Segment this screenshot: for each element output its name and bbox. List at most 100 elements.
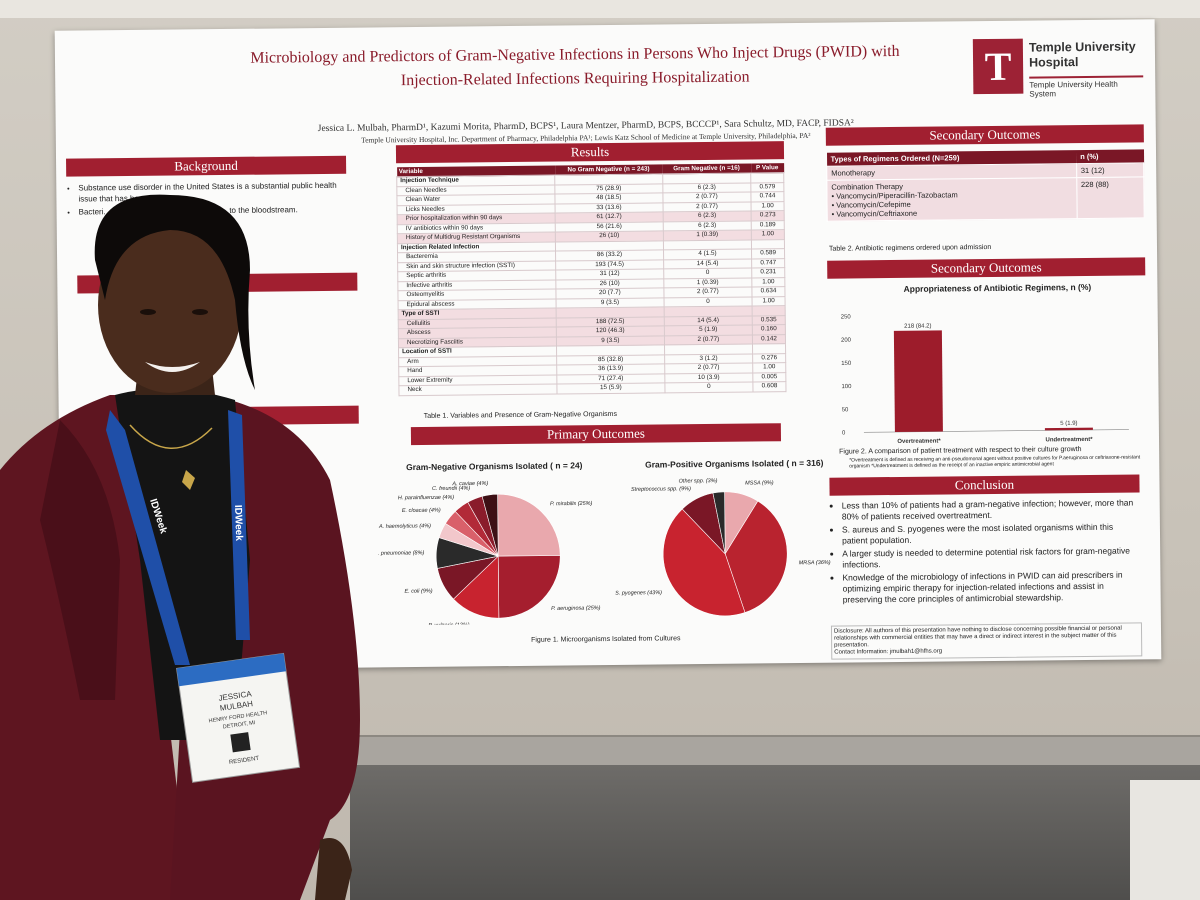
row-p-value: 0.589 [751,248,785,259]
secondary-outcomes-heading-1: Secondary Outcomes [825,124,1144,146]
row-p-value: 0.276 [752,353,786,363]
figure1-caption: Figure 1. Microorganisms Isolated from C… [531,635,681,644]
logo-name: Temple University Hospital [1028,39,1136,70]
row-p-value [752,305,786,316]
secondary-outcomes-heading-2: Secondary Outcomes [827,257,1146,279]
pie-slice [724,500,788,613]
bar [1044,427,1093,431]
logo-mark: T [972,38,1024,95]
pie-slice-label: H. parainfluenzae (4%) [398,495,454,502]
pie-slice-label: E. coli (9%) [404,588,432,594]
row-p-value: 0.634 [751,286,785,297]
background-bullet-1: Substance use disorder in the United Sta… [78,180,356,205]
background-heading: Background [66,155,347,177]
bar-data-label: 218 (84.2) [904,323,931,329]
regimens-table: Types of Regimens Ordered (N=259) n (%) … [826,149,1145,222]
row-p-value [752,343,786,354]
conclusion-bullet-4: Knowledge of the microbiology of infecti… [842,569,1135,605]
results-table: Variable No Gram Negative (n = 243) Gram… [396,163,786,396]
category-label: Overtreatment* [897,439,941,445]
gram-positive-chart-title: Gram-Positive Organisms Isolated ( n = 3… [645,457,824,470]
pie-slice [497,493,561,557]
category-label: Undertreatment* [1045,437,1093,443]
methods-heading: Methods [78,405,359,427]
y-tick-label: 100 [841,384,852,390]
row-p-value: 1.00 [752,296,786,306]
ceiling-trim [0,0,1200,18]
row-p-value: 0.231 [751,267,785,278]
pie-slice [662,508,746,617]
pie-slice-label: A. haemolyticus (4%) [378,523,431,530]
pie-slice-label: S. pyogenes (43%) [615,590,662,596]
row-p-value: 0.160 [752,324,786,335]
research-poster: Microbiology and Predictors of Gram-Nega… [54,19,1162,671]
y-tick-label: 50 [842,407,849,413]
row-p-value: 0.744 [750,191,785,202]
pie-slice [712,491,726,554]
temple-logo: T Temple University Hospital Temple Univ… [972,37,1144,99]
appropriateness-bar-chart: 0 50 100 150 200 250 218 (84.2) Overtreatment* 5… [841,314,1129,445]
col-p-value: P Value [750,163,784,173]
row-p-value: 1.00 [752,362,786,373]
pie-slice-label: P. vulgaris (13%) [428,622,469,625]
pie-slice-label: K. pneumoniae (8%) [377,550,424,557]
table1-caption: Table 1. Variables and Presence of Gram-… [423,410,618,420]
results-heading: Results [395,141,785,164]
pie-slice [481,493,499,557]
row-p-value: 0.005 [752,372,786,382]
row-variable: Neck [398,384,558,396]
row-p-value: 0.273 [751,210,785,221]
combination-cell: Combination Therapy • Vancomycin/Piperac… [826,177,1077,222]
bar [893,330,943,433]
purpose-heading-bar [77,272,358,294]
background-bullet-2: Bacteri... population result from the in… [79,204,357,218]
pie-slice-label: Streptococcus spp. (9%) [631,486,691,493]
pie-slice-label: A. caviae (4%) [451,481,488,487]
row-p-value: 0.189 [751,220,785,230]
combination-value: 228 (88) [1076,176,1145,219]
display-rail [350,735,1200,767]
conclusion-bullet-1: Less than 10% of patients had a gram-neg… [842,497,1135,522]
poster-title: Microbiology and Predictors of Gram-Nega… [185,39,965,95]
y-tick-label: 200 [841,338,852,344]
conclusion-heading: Conclusion [829,474,1140,496]
y-tick-label: 150 [841,361,852,367]
pie-slice-label: Other spp. (3%) [679,478,718,484]
pie-slice-label: MRSA (36%) [799,560,831,566]
bar-data-label: 5 (1.9) [1060,421,1077,427]
row-p-value: 0.535 [752,315,786,325]
row-no-gram-negative: 15 (5.9) [557,382,665,394]
combo-item: • Vancomycin/Ceftriaxone [831,208,918,219]
background-text: Substance use disorder in the United Sta… [66,180,356,220]
figure2-notes: *Overtreatment is defined as receiving a… [849,454,1141,470]
gram-negative-pie-chart: P. mirabilis (25%) P. aeruginosa (25%) P. … [377,481,601,626]
table2-caption: Table 2. Antibiotic regimens ordered upo… [828,243,992,253]
row-p-value [751,239,785,249]
row-p-value: 0.747 [751,258,785,268]
pie-slice-label: MSSA (9%) [745,480,774,486]
row-p-value [750,172,784,183]
primary-outcomes-heading: Primary Outcomes [410,423,782,446]
y-tick-label: 0 [842,431,846,437]
row-p-value: 1.00 [751,277,785,287]
logo-system: Temple University Health System [1029,75,1144,99]
pie-slice-label: P. mirabilis (25%) [550,501,593,507]
gram-positive-pie-chart: MSSA (9%) MRSA (36%) S. pyogenes (43%) Stre… [615,478,831,617]
row-gram-negative: 0 [664,381,754,393]
row-p-value: 0.608 [752,381,786,392]
conclusion-bullet-2: S. aureus and S. pyogenes were the most … [842,521,1135,546]
monotherapy-value: 31 (12) [1076,162,1144,178]
gram-negative-chart-title: Gram-Negative Organisms Isolated ( n = 2… [405,460,583,473]
lightbox-panel [1130,780,1200,900]
regimens-n-header: n (%) [1076,149,1144,164]
pie-slice [497,555,561,619]
pie-slice-label: E. cloacae (4%) [402,508,441,514]
row-p-value: 0.142 [752,334,786,344]
combo-item-3: Vancomycin/Ceftriaxone [836,208,918,219]
pie-slice-label: P. aeruginosa (25%) [551,605,601,612]
conclusion-text: Less than 10% of patients had a gram-neg… [830,497,1136,607]
floor [350,765,1200,900]
y-tick-label: 250 [841,314,852,320]
row-p-value: 0.579 [750,182,784,192]
pie-slice-label: C. freundii (4%) [432,486,470,492]
